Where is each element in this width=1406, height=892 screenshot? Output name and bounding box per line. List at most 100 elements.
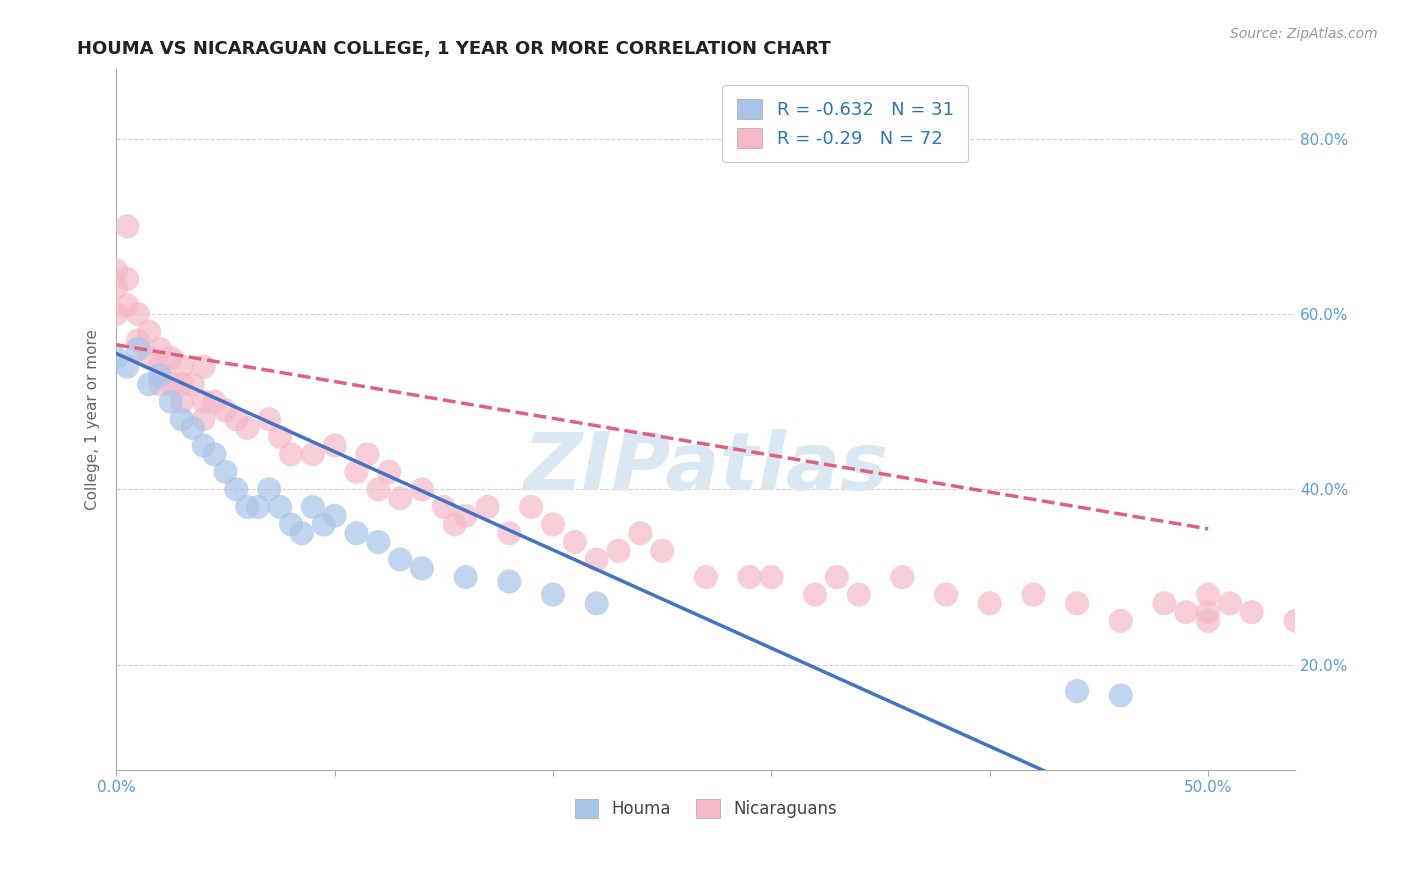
Point [1153,596,1175,610]
Point [1284,614,1306,628]
Point [138,325,160,339]
Point [738,570,761,584]
Point [181,421,204,435]
Point [105,351,128,365]
Point [269,500,291,514]
Point [214,465,236,479]
Point [138,351,160,365]
Point [170,359,193,374]
Point [149,377,172,392]
Point [356,447,378,461]
Point [1197,605,1219,619]
Point [115,272,138,286]
Point [301,447,323,461]
Point [607,543,630,558]
Point [323,508,346,523]
Point [181,377,204,392]
Point [160,394,183,409]
Point [585,552,607,566]
Point [564,535,586,549]
Point [825,570,848,584]
Point [115,359,138,374]
Point [204,447,226,461]
Point [160,351,183,365]
Point [804,588,827,602]
Y-axis label: College, 1 year or more: College, 1 year or more [86,329,100,509]
Point [291,526,314,541]
Point [346,465,368,479]
Point [651,543,673,558]
Point [1175,605,1198,619]
Point [1219,596,1241,610]
Point [301,500,323,514]
Point [367,535,389,549]
Point [477,500,499,514]
Point [378,465,401,479]
Point [1066,596,1088,610]
Point [433,500,456,514]
Point [115,298,138,312]
Point [935,588,957,602]
Point [411,561,433,575]
Point [1240,605,1263,619]
Point [389,491,412,505]
Point [628,526,651,541]
Point [204,394,226,409]
Point [138,377,160,392]
Point [160,377,183,392]
Point [454,570,477,584]
Point [105,307,128,321]
Point [1197,614,1219,628]
Text: ZIPatlas: ZIPatlas [523,429,889,508]
Point [1109,614,1132,628]
Point [454,508,477,523]
Point [541,517,564,532]
Point [520,500,543,514]
Legend: Houma, Nicaraguans: Houma, Nicaraguans [568,793,844,825]
Point [225,412,247,426]
Point [170,412,193,426]
Point [105,281,128,295]
Point [193,412,215,426]
Point [280,517,302,532]
Point [269,430,291,444]
Point [127,307,149,321]
Point [127,342,149,356]
Point [346,526,368,541]
Point [170,394,193,409]
Point [1066,684,1088,698]
Point [225,483,247,497]
Point [170,377,193,392]
Point [761,570,783,584]
Point [312,517,335,532]
Point [1197,588,1219,602]
Point [367,483,389,497]
Point [443,517,465,532]
Point [1109,689,1132,703]
Text: HOUMA VS NICARAGUAN COLLEGE, 1 YEAR OR MORE CORRELATION CHART: HOUMA VS NICARAGUAN COLLEGE, 1 YEAR OR M… [77,40,831,58]
Point [193,439,215,453]
Point [236,421,259,435]
Point [695,570,717,584]
Point [214,403,236,417]
Point [498,574,520,589]
Text: Source: ZipAtlas.com: Source: ZipAtlas.com [1230,27,1378,41]
Point [115,219,138,234]
Point [848,588,870,602]
Point [247,500,270,514]
Point [257,483,280,497]
Point [541,588,564,602]
Point [280,447,302,461]
Point [257,412,280,426]
Point [127,334,149,348]
Point [149,368,172,383]
Point [149,342,172,356]
Point [193,394,215,409]
Point [149,359,172,374]
Point [979,596,1001,610]
Point [498,526,520,541]
Point [585,596,607,610]
Point [105,263,128,277]
Point [411,483,433,497]
Point [193,359,215,374]
